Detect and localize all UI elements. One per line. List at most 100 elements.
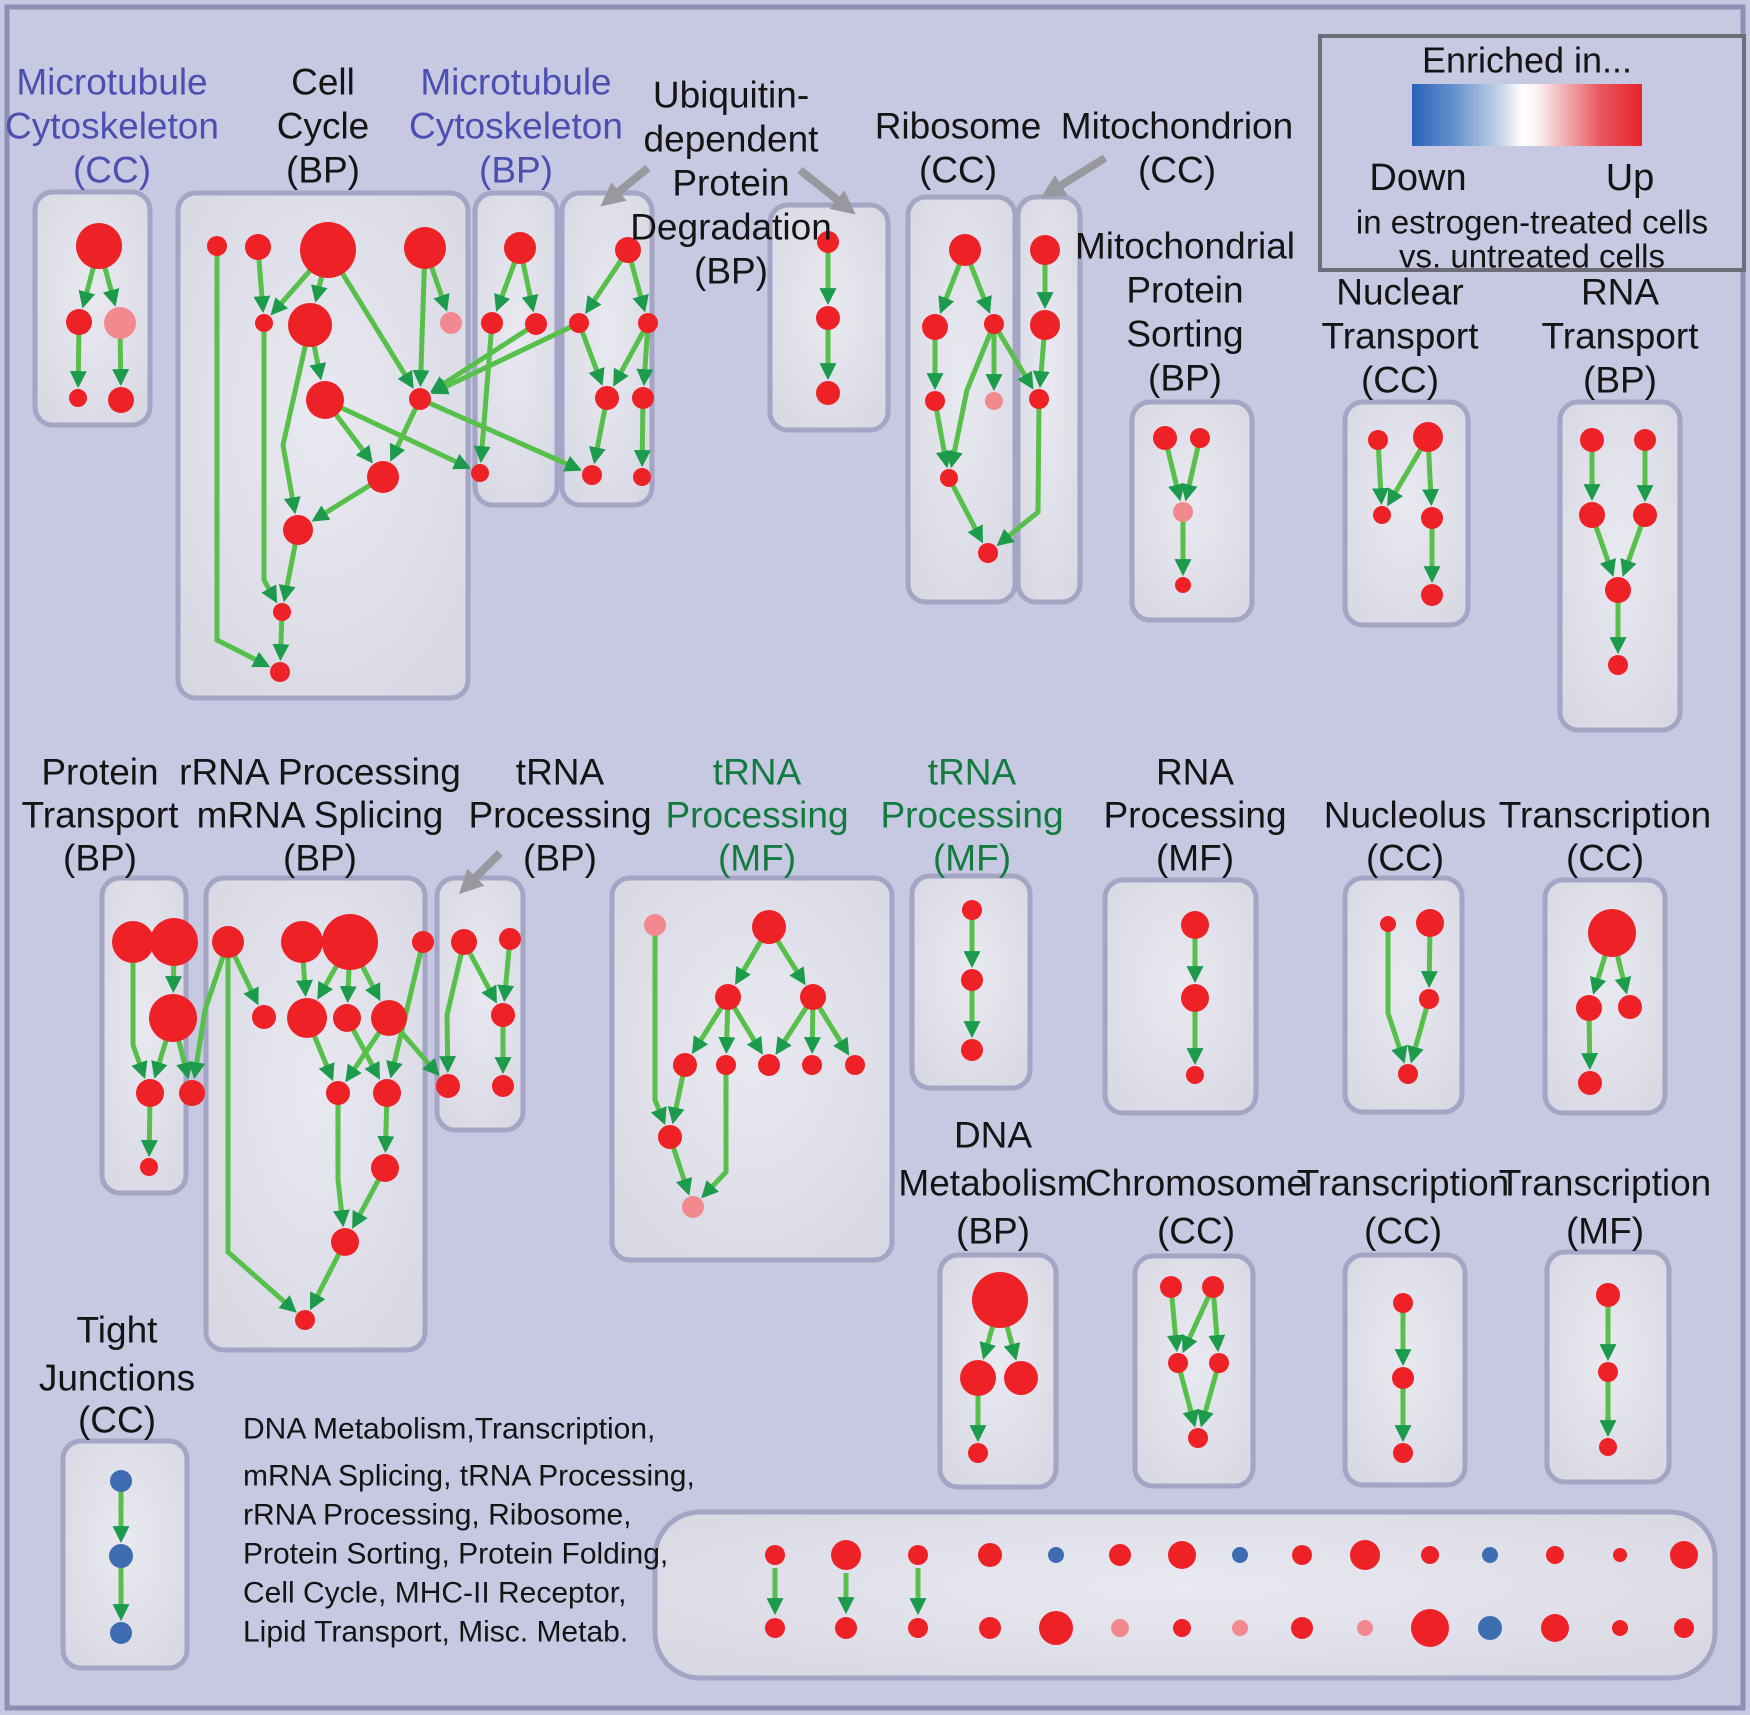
- strip-node-bottom-3: [979, 1617, 1001, 1639]
- strip-layer: [765, 1540, 1698, 1647]
- node-mc_cc-0: [76, 223, 122, 269]
- label-trna-processing-mf-large-line-2: (MF): [718, 838, 796, 879]
- node-cell_cycle-8: [409, 388, 431, 410]
- label-ribosome-cc-line-1: (CC): [919, 150, 997, 191]
- strip-node-bottom-13: [1612, 1620, 1628, 1636]
- node-trna_mf_big-5: [716, 1055, 736, 1075]
- edge-trna_bp-0: [439, 941, 467, 1074]
- cluster-box-rna_proc_mf: [1102, 877, 1259, 1116]
- strip-node-top-11: [1482, 1547, 1498, 1563]
- node-rrna-3: [412, 931, 434, 953]
- strip-node-top-9: [1350, 1540, 1380, 1570]
- strip-node-top-7: [1232, 1547, 1248, 1563]
- node-ribosome-3: [925, 391, 945, 411]
- legend-down-label: Down: [1369, 157, 1466, 199]
- strip-node-bottom-6: [1173, 1619, 1191, 1637]
- node-mps-1: [1190, 428, 1210, 448]
- node-ub_b-0: [817, 231, 839, 253]
- node-trna_mf_big-9: [658, 1125, 682, 1149]
- node-rrna-0: [212, 926, 244, 958]
- misc-list-line-4: Cell Cycle, MHC-II Receptor,: [243, 1577, 626, 1610]
- edge-chromosome-4: [1197, 1362, 1222, 1428]
- label-mitochondrion-cc: Mitochondrion(CC): [1061, 106, 1293, 191]
- node-ub_a-6: [633, 468, 651, 486]
- node-nuc_tr-0: [1368, 430, 1388, 450]
- strip-node-bottom-5: [1111, 1619, 1129, 1637]
- node-rrna-4: [252, 1005, 276, 1029]
- misc-list-line-3: Protein Sorting, Protein Folding,: [243, 1538, 668, 1571]
- label-microtubule-cytoskeleton-bp-line-2: (BP): [479, 150, 553, 191]
- label-mitochondrial-protein-sorting-bp-line-2: Sorting: [1126, 314, 1243, 355]
- node-transcription_cc_mid-0: [1588, 909, 1636, 957]
- labels-layer: MicrotubuleCytoskeleton(CC)CellCycle(BP)…: [5, 62, 1711, 1441]
- edge-cell_cycle-0: [214, 246, 271, 668]
- strip-node-bottom-12: [1541, 1614, 1569, 1642]
- misc-list-line-1: mRNA Splicing, tRNA Processing,: [243, 1460, 695, 1493]
- edge-rrna-7: [386, 941, 426, 1079]
- node-prot_tr-4: [140, 1158, 158, 1176]
- label-protein-transport-bp-line-2: (BP): [63, 838, 137, 879]
- node-rna_tr-0: [1580, 428, 1604, 452]
- edge-nuc_tr-0: [1372, 439, 1390, 506]
- node-nuc_tr-1: [1413, 422, 1443, 452]
- strip-node-top-10: [1421, 1546, 1439, 1564]
- node-rrna-9: [326, 1081, 350, 1105]
- label-trna-processing-bp-line-0: tRNA: [516, 752, 605, 793]
- cross-edge-0: [429, 321, 538, 393]
- node-transcription_mf-0: [1596, 1283, 1620, 1307]
- label-transcription-cc-bottom-line-1: (CC): [1364, 1211, 1442, 1252]
- node-rna_tr-4: [1605, 577, 1631, 603]
- edge-rrna-13: [332, 1093, 350, 1228]
- node-ub_a-0: [615, 237, 641, 263]
- label-mitochondrial-protein-sorting-bp-line-1: Protein: [1126, 270, 1243, 311]
- node-trna_mf_big-6: [758, 1054, 780, 1076]
- node-mc_cc-3: [69, 389, 87, 407]
- strip-node-bottom-8: [1291, 1617, 1313, 1639]
- label-chromosome-cc-line-0: Chromosome: [1085, 1163, 1307, 1204]
- label-transcription-cc-bottom: Transcription (CC): [1297, 1163, 1509, 1252]
- misc-category-list: DNA Metabolism,Transcription, mRNA Splici…: [243, 1413, 695, 1649]
- node-trna_mf_small-0: [962, 900, 982, 920]
- label-dna-metabolism-bp: DNA Metabolism (BP): [898, 1115, 1087, 1252]
- label-protein-transport-bp-line-0: Protein: [41, 752, 158, 793]
- label-nucleolus-cc-line-0: Nucleolus: [1324, 795, 1486, 836]
- node-transcription_cc_bot-1: [1392, 1367, 1414, 1389]
- label-tight-junctions-cc-line-2: (CC): [78, 1400, 156, 1441]
- label-rrna-processing-mrna-splicing-bp-line-0: rRNA Processing: [179, 752, 461, 793]
- node-transcription_mf-1: [1598, 1362, 1618, 1382]
- label-trna-processing-mf-small-line-0: tRNA: [928, 752, 1017, 793]
- cross-edge-2: [418, 396, 583, 472]
- node-trna_mf_small-2: [961, 1039, 983, 1061]
- label-rna-transport-bp-line-1: Transport: [1542, 316, 1700, 357]
- node-ub_b-2: [816, 381, 840, 405]
- node-nuc_tr-4: [1421, 584, 1443, 606]
- label-tight-junctions-cc-line-0: Tight: [77, 1310, 159, 1351]
- label-mitochondrial-protein-sorting-bp-line-3: (BP): [1148, 358, 1222, 399]
- legend-title: Enriched in...: [1422, 40, 1632, 81]
- node-ribosome-4: [985, 392, 1003, 410]
- label-chromosome-cc: Chromosome (CC): [1085, 1163, 1307, 1252]
- label-protein-transport-bp-line-1: Transport: [22, 795, 180, 836]
- strip-node-bottom-7: [1232, 1620, 1248, 1636]
- label-nuclear-transport-cc-line-1: Transport: [1322, 316, 1480, 357]
- node-dna_metab-1: [960, 1360, 996, 1396]
- node-rna_tr-3: [1633, 503, 1657, 527]
- node-rna_tr-2: [1579, 502, 1605, 528]
- node-mt_bp-2: [525, 313, 547, 335]
- node-rrna-2: [322, 914, 378, 970]
- strip-node-top-6: [1168, 1541, 1196, 1569]
- node-mc_cc-2: [104, 307, 136, 339]
- legend-subtitle-2: vs. untreated cells: [1399, 238, 1665, 275]
- node-trna_bp-0: [451, 929, 477, 955]
- label-cell-cycle-bp-line-0: Cell: [291, 62, 355, 103]
- node-nucleolus-2: [1419, 989, 1439, 1009]
- node-dna_metab-2: [1004, 1361, 1038, 1395]
- label-cell-cycle-bp-line-1: Cycle: [277, 106, 370, 147]
- cluster-box-mt_bp: [472, 190, 560, 508]
